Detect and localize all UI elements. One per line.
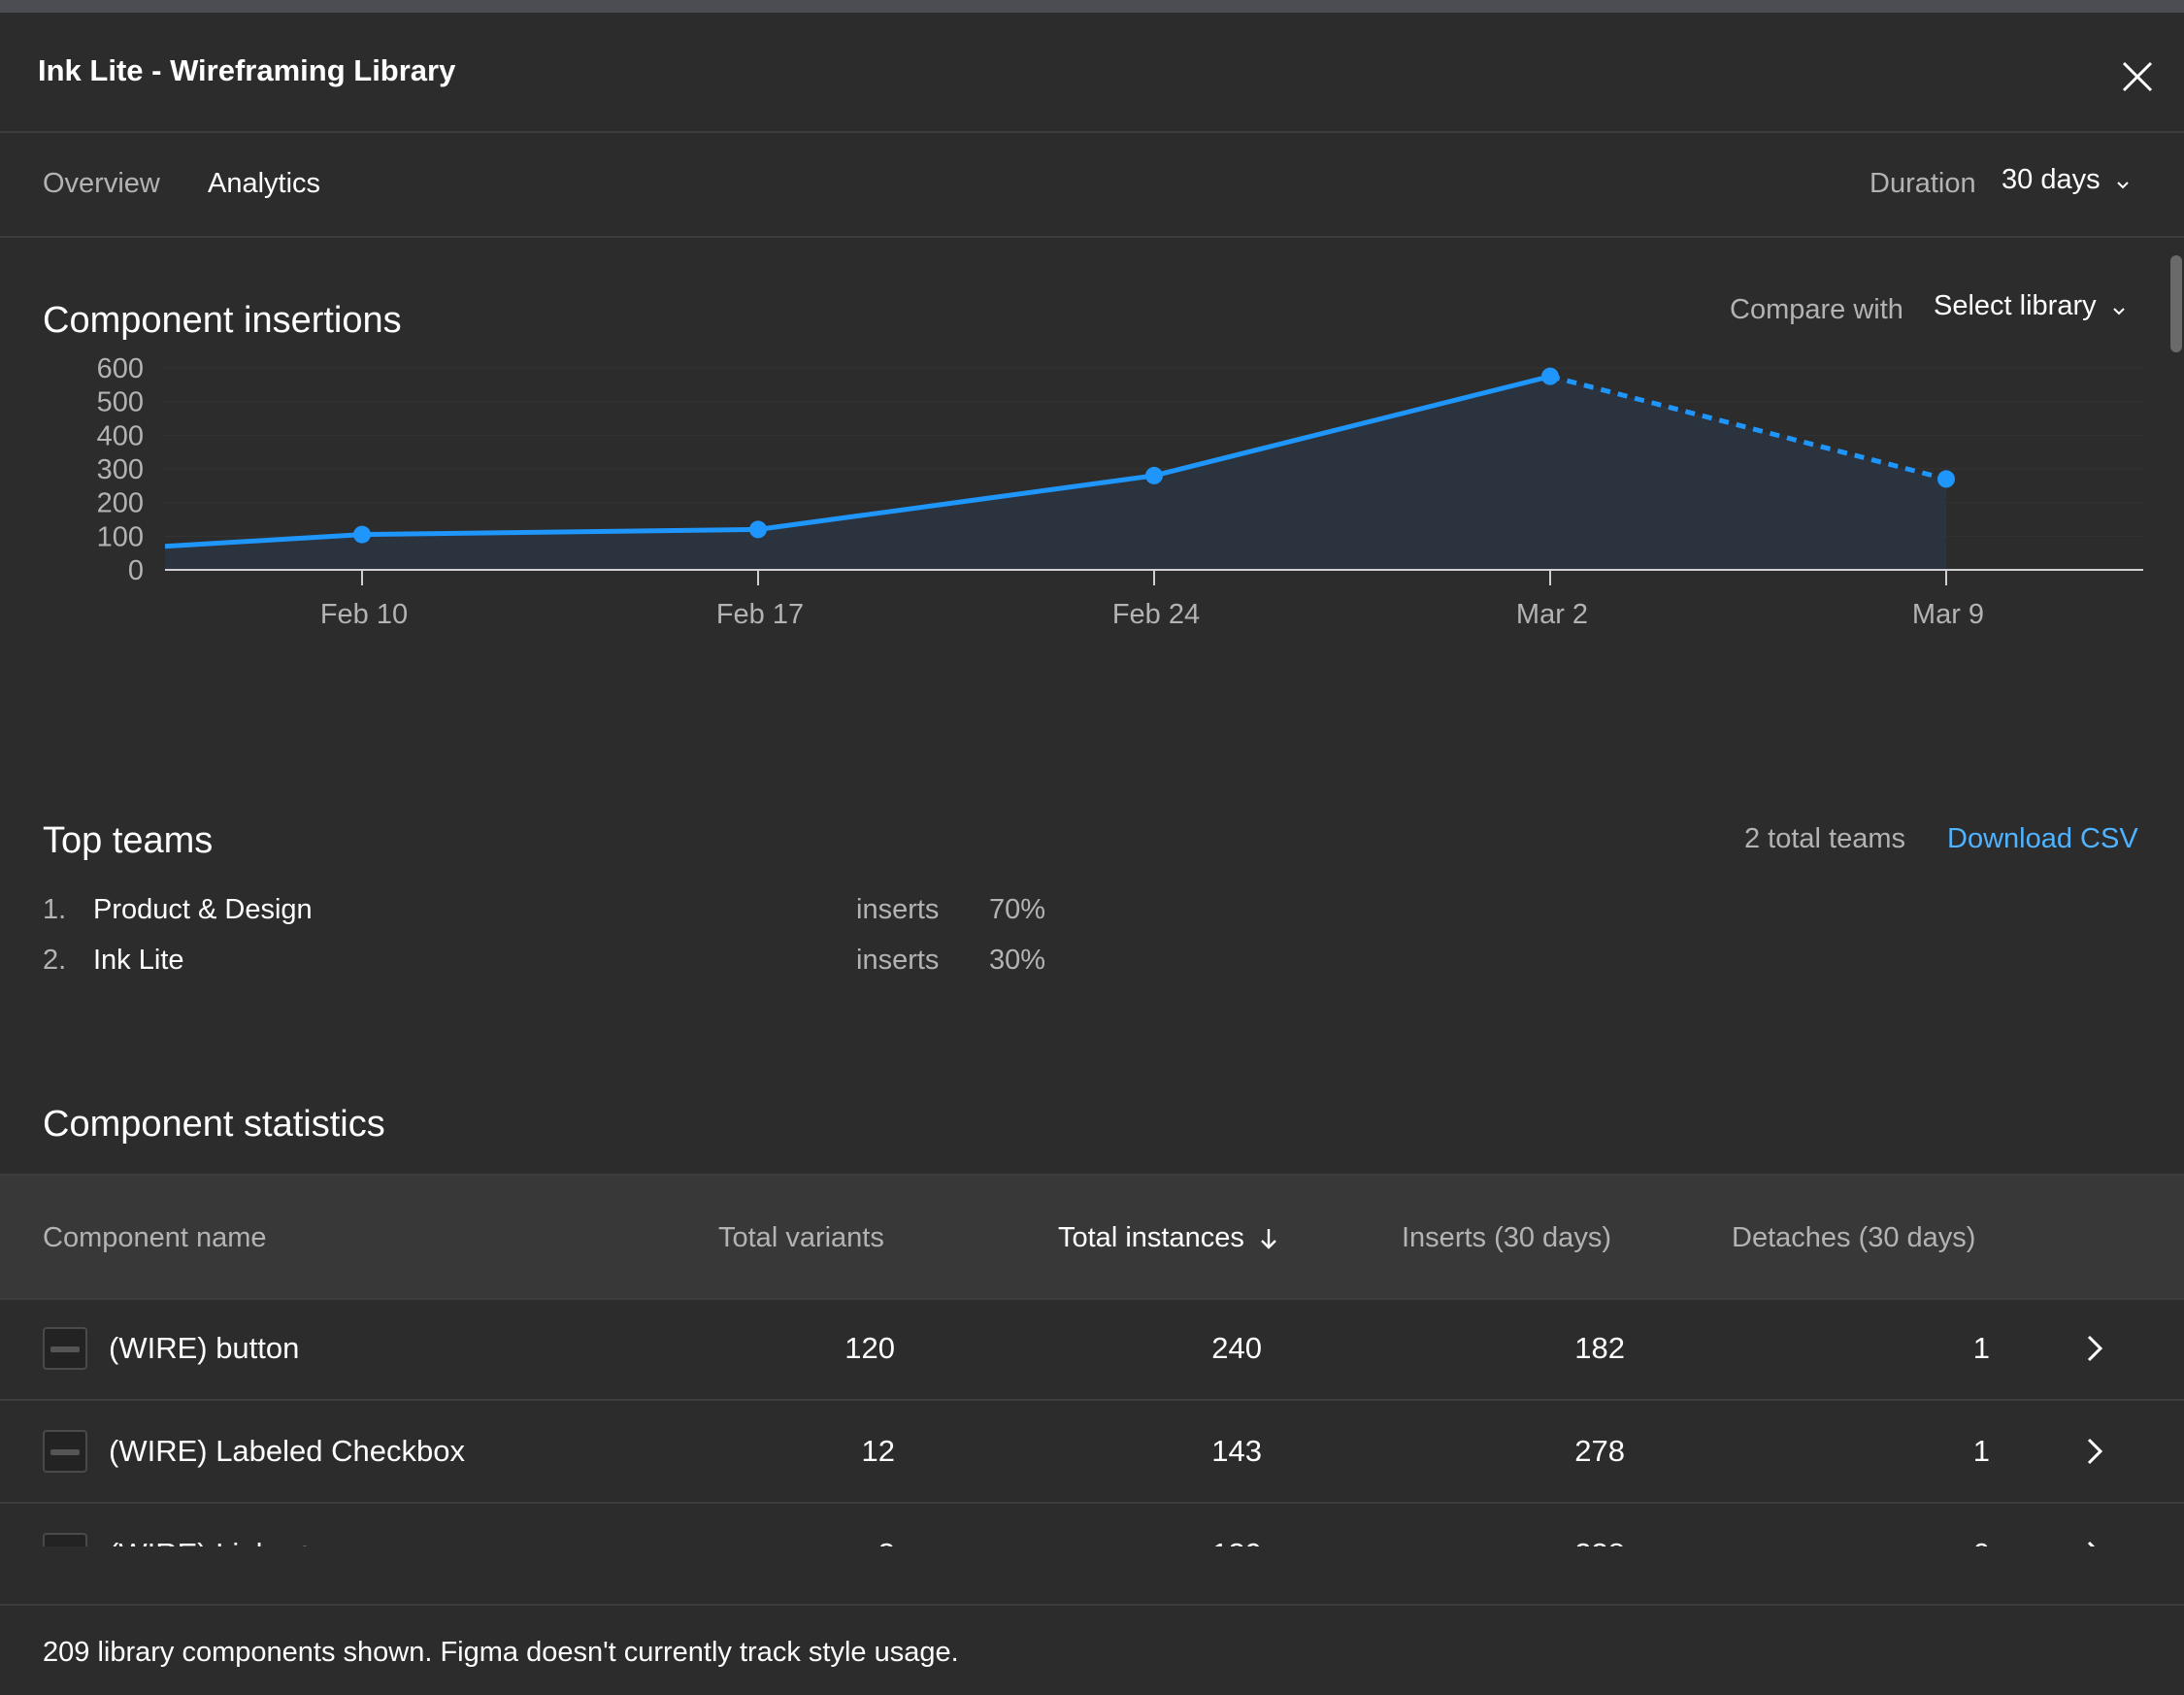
total-instances: 143: [1211, 1434, 1262, 1468]
y-tick-label: 500: [97, 387, 144, 418]
team-rank: 2.: [43, 945, 67, 976]
inserts-count: 238: [1431, 1537, 1625, 1546]
total-instances: 240: [1211, 1331, 1262, 1365]
top-teams-title: Top teams: [43, 820, 214, 861]
tab-overview[interactable]: Overview: [43, 168, 160, 199]
team-percentage: 30%: [989, 945, 1046, 976]
compare-label: Compare with: [1730, 294, 1903, 325]
y-tick-label: 100: [97, 521, 144, 552]
detaches-count: 0: [1796, 1537, 1990, 1546]
duration-label: Duration: [1870, 168, 1976, 199]
team-name: Ink Lite: [93, 945, 184, 976]
insertions-title: Component insertions: [43, 300, 402, 341]
window-top-strip: [0, 0, 2184, 13]
modal-header: Ink Lite - Wireframing Library: [0, 13, 2184, 133]
data-point: [1145, 466, 1163, 484]
team-metric-label: inserts: [856, 894, 940, 925]
data-point: [1541, 367, 1559, 385]
column-header-name[interactable]: Component name: [43, 1222, 267, 1253]
component-name: (WIRE) Link: [109, 1537, 314, 1546]
total-variants: 12: [861, 1434, 895, 1468]
link-icon: [302, 1545, 308, 1546]
inserts-count: 278: [1574, 1434, 1625, 1468]
data-point: [1937, 470, 1955, 488]
modal-footer: 209 library components shown. Figma does…: [0, 1604, 2184, 1695]
total-variants: 120: [844, 1331, 895, 1365]
tab-bar: Overview Analytics Duration 30 days: [0, 135, 2184, 238]
column-header-instances[interactable]: Total instances: [1058, 1222, 1279, 1254]
component-thumbnail: [43, 1533, 87, 1546]
total-teams-count: 2 total teams: [1744, 823, 1906, 854]
team-percentage: 70%: [989, 894, 1046, 925]
total-instances: 139: [1068, 1537, 1262, 1546]
y-tick-label: 400: [97, 420, 144, 451]
x-tick-label: Feb 17: [716, 599, 804, 630]
inserts-count: 182: [1574, 1331, 1625, 1365]
x-tick-label: Mar 9: [1912, 599, 1984, 630]
series-projected-line: [1549, 374, 1947, 482]
component-statistics-title: Component statistics: [43, 1104, 385, 1145]
x-tick-label: Mar 2: [1516, 599, 1588, 630]
total-variants: 3: [699, 1537, 895, 1546]
compare-library-dropdown[interactable]: Select library: [1934, 290, 2128, 322]
compare-value: Select library: [1934, 290, 2097, 321]
library-modal: Ink Lite - Wireframing Library Overview …: [0, 13, 2184, 1695]
component-thumbnail: [43, 1430, 87, 1473]
x-tick-label: Feb 24: [1112, 599, 1200, 630]
column-header-instances-label: Total instances: [1058, 1222, 1244, 1253]
component-name: (WIRE) button: [109, 1331, 300, 1365]
data-point: [749, 520, 767, 539]
content-scrollbar[interactable]: [2170, 255, 2182, 352]
y-tick-label: 600: [97, 356, 144, 384]
analytics-content: Component insertions Compare with Select…: [0, 240, 2184, 1620]
tab-analytics[interactable]: Analytics: [208, 168, 321, 199]
chevron-right-icon: [2087, 1541, 2096, 1546]
x-tick-label: Feb 10: [320, 599, 408, 630]
y-tick-label: 200: [97, 488, 144, 519]
chevron-right-icon: [2087, 1438, 2103, 1465]
team-rank: 1.: [43, 894, 67, 925]
chevron-down-icon: [2117, 182, 2129, 189]
column-header-variants[interactable]: Total variants: [718, 1222, 884, 1253]
stats-table-header: Component name Total variants Total inst…: [0, 1174, 2184, 1300]
column-header-inserts[interactable]: Inserts (30 days): [1402, 1222, 1611, 1253]
team-row: 2. Ink Lite inserts 30%: [0, 945, 1165, 987]
component-name-label: (WIRE) Link: [109, 1537, 271, 1546]
area-fill: [165, 376, 1946, 570]
team-row: 1. Product & Design inserts 70%: [0, 894, 1165, 937]
duration-dropdown[interactable]: 30 days: [2002, 164, 2132, 203]
arrow-down-icon: [1261, 1229, 1276, 1250]
chevron-down-icon: [2113, 308, 2125, 316]
y-tick-label: 300: [97, 454, 144, 485]
component-thumbnail: [43, 1327, 87, 1370]
chevron-right-icon: [2087, 1335, 2103, 1362]
close-button[interactable]: [2116, 55, 2159, 98]
download-csv-link[interactable]: Download CSV: [1947, 823, 2138, 854]
table-row[interactable]: (WIRE) button 120 240 182 1: [0, 1300, 2184, 1401]
close-icon: [2122, 61, 2153, 92]
footer-note: 209 library components shown. Figma does…: [43, 1637, 959, 1668]
component-name: (WIRE) Labeled Checkbox: [109, 1434, 465, 1468]
detaches-count: 1: [1972, 1434, 1990, 1468]
duration-value: 30 days: [2002, 164, 2101, 195]
team-metric-label: inserts: [856, 945, 940, 976]
table-row[interactable]: (WIRE) Labeled Checkbox 12 143 278 1: [0, 1403, 2184, 1504]
table-row[interactable]: (WIRE) Link 3 139 238 0: [0, 1506, 2184, 1546]
detaches-count: 1: [1972, 1331, 1990, 1365]
y-tick-label: 0: [128, 555, 144, 586]
team-name: Product & Design: [93, 894, 313, 925]
column-header-detaches[interactable]: Detaches (30 days): [1732, 1222, 1976, 1253]
stats-table-body: (WIRE) button 120 240 182 1 (WIRE) Label…: [0, 1300, 2184, 1546]
modal-title: Ink Lite - Wireframing Library: [38, 53, 456, 87]
data-point: [353, 525, 371, 544]
